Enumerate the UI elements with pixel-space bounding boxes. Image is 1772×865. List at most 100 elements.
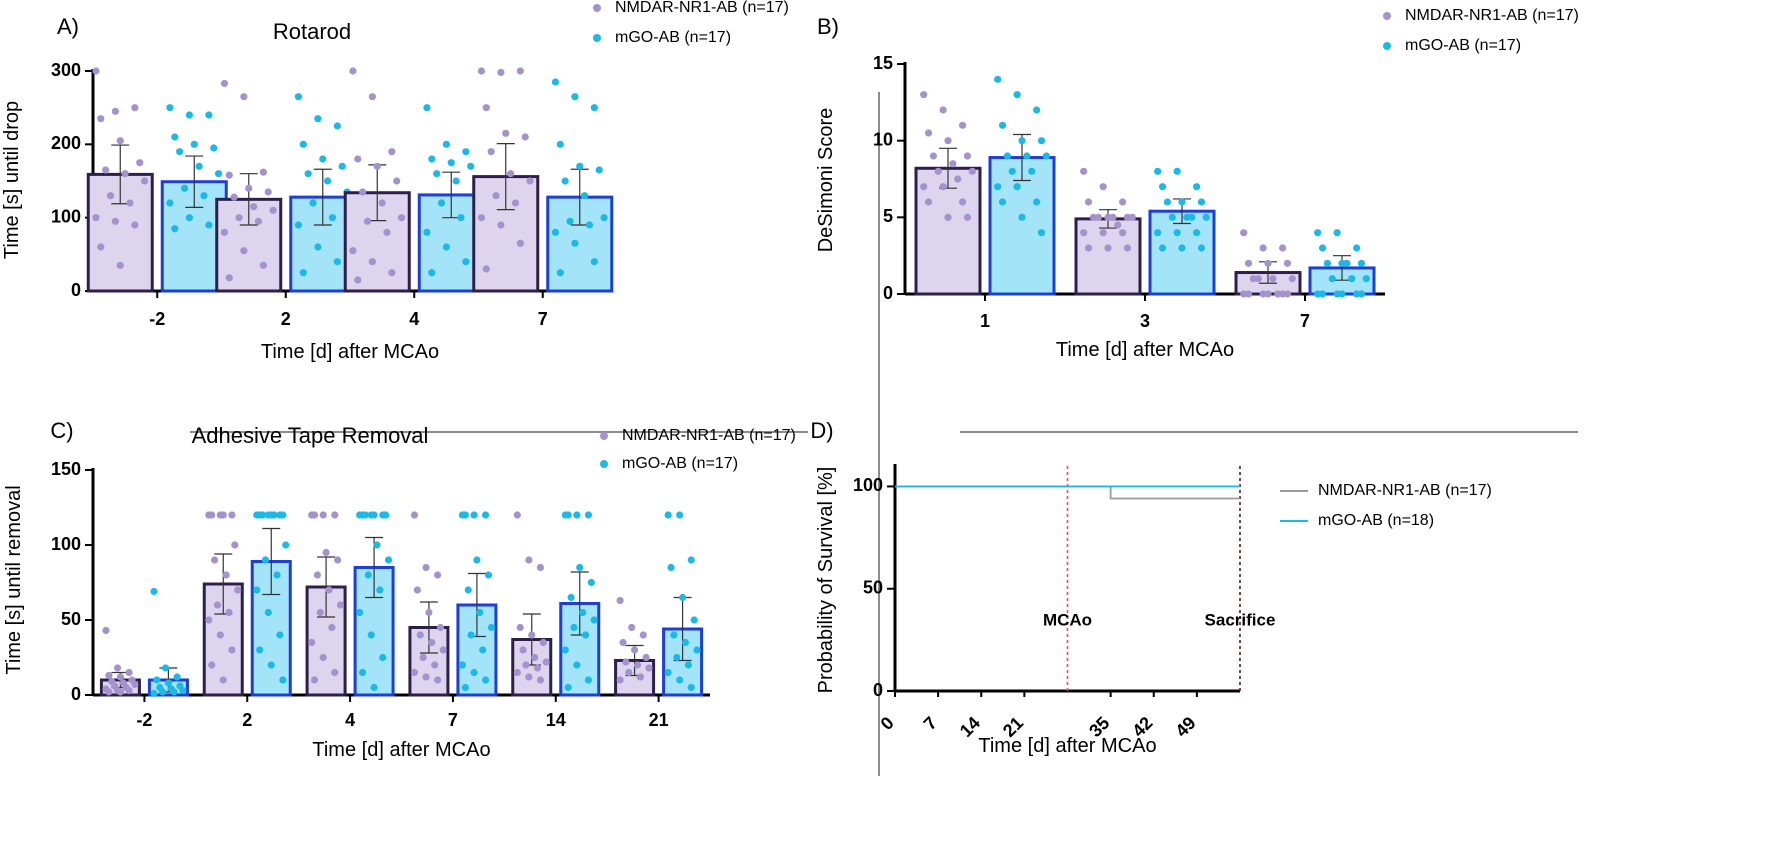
data-point — [256, 646, 264, 654]
data-point — [1018, 137, 1026, 145]
data-point — [231, 541, 239, 549]
chart-4: D) Probability of Survival [%] Time [d] af… — [810, 418, 1491, 757]
data-point — [240, 247, 248, 255]
chart-title: Rotarod — [273, 19, 351, 44]
data-point — [479, 646, 487, 654]
data-point — [161, 664, 170, 672]
data-point — [1192, 183, 1201, 191]
data-point — [521, 133, 529, 141]
data-point — [570, 623, 578, 632]
data-point — [92, 67, 100, 75]
legend-marker — [593, 34, 601, 42]
data-point — [590, 258, 598, 266]
data-point — [664, 668, 672, 677]
data-point — [270, 511, 278, 519]
data-point — [481, 511, 490, 519]
data-point — [561, 646, 569, 654]
data-point — [556, 140, 564, 148]
data-point — [105, 688, 113, 696]
data-point — [513, 511, 521, 519]
data-point — [354, 155, 362, 163]
data-point — [185, 111, 193, 119]
legend-label: NMDAR-NR1-AB (n=17) — [1405, 7, 1579, 24]
data-point — [1084, 244, 1093, 252]
data-point — [939, 183, 947, 191]
data-point — [309, 199, 317, 207]
data-point — [210, 144, 218, 152]
data-point — [664, 511, 672, 519]
data-point — [319, 653, 327, 662]
data-point — [331, 511, 339, 519]
data-point — [97, 243, 105, 251]
legend-label: NMDAR-NR1-AB (n=17) — [622, 427, 796, 444]
data-point — [324, 177, 332, 185]
data-point — [225, 274, 233, 282]
data-point — [531, 653, 539, 662]
data-point — [994, 75, 1002, 83]
data-point — [473, 556, 481, 564]
data-point — [579, 608, 587, 617]
data-point — [428, 269, 436, 277]
data-point — [428, 155, 436, 163]
data-point — [1084, 198, 1093, 206]
data-point — [678, 593, 687, 602]
data-point — [349, 247, 357, 255]
data-point — [630, 646, 639, 654]
data-point — [299, 140, 307, 148]
data-point — [528, 631, 536, 639]
data-point — [116, 673, 125, 681]
y-tick-label: 0 — [873, 680, 883, 700]
data-point — [1008, 167, 1016, 175]
y-tick-label: 0 — [883, 283, 893, 303]
data-point — [423, 228, 431, 236]
data-point — [214, 170, 223, 178]
data-point — [276, 631, 284, 639]
data-point — [363, 217, 372, 225]
data-point — [166, 104, 174, 112]
data-point — [314, 243, 322, 251]
data-point — [516, 67, 524, 75]
data-point — [140, 177, 149, 185]
data-point — [619, 638, 627, 647]
data-point — [502, 129, 510, 137]
legend-label: NMDAR-NR1-AB (n=17) — [1318, 482, 1492, 499]
data-point — [433, 170, 441, 178]
data-point — [328, 623, 336, 632]
data-point — [1328, 275, 1336, 283]
data-point — [642, 653, 650, 662]
data-point — [442, 243, 450, 251]
data-point — [164, 679, 173, 687]
data-point — [556, 269, 564, 277]
data-point — [1080, 229, 1088, 237]
data-point — [254, 217, 263, 225]
legend-label: mGO-AB (n=17) — [1405, 37, 1521, 54]
x-axis-label: Time [d] after MCAo — [261, 341, 439, 363]
data-point — [519, 646, 527, 654]
data-point — [235, 214, 243, 222]
data-point — [205, 221, 213, 229]
data-point — [949, 160, 957, 168]
y-tick-label: 5 — [883, 206, 893, 226]
x-tick-label: 1 — [980, 311, 990, 331]
data-point — [536, 676, 545, 684]
data-point — [173, 673, 181, 681]
panel-label: C) — [50, 418, 73, 443]
data-point — [1192, 229, 1201, 237]
data-point — [313, 571, 322, 579]
data-point — [299, 269, 307, 277]
data-point — [573, 661, 581, 669]
data-point — [310, 511, 319, 519]
data-point — [436, 623, 445, 632]
data-point — [566, 217, 574, 225]
data-point — [378, 199, 386, 207]
data-point — [590, 616, 598, 624]
y-axis-label: Time [s] until removal — [3, 485, 25, 674]
y-tick-label: 50 — [863, 577, 883, 597]
bar — [914, 166, 982, 296]
data-point — [1197, 198, 1206, 206]
data-point — [600, 214, 608, 222]
data-point — [482, 104, 490, 112]
x-axis-label: Time [d] after MCAo — [978, 735, 1156, 757]
data-point — [1123, 244, 1132, 252]
chart-title: Adhesive Tape Removal — [192, 423, 429, 448]
